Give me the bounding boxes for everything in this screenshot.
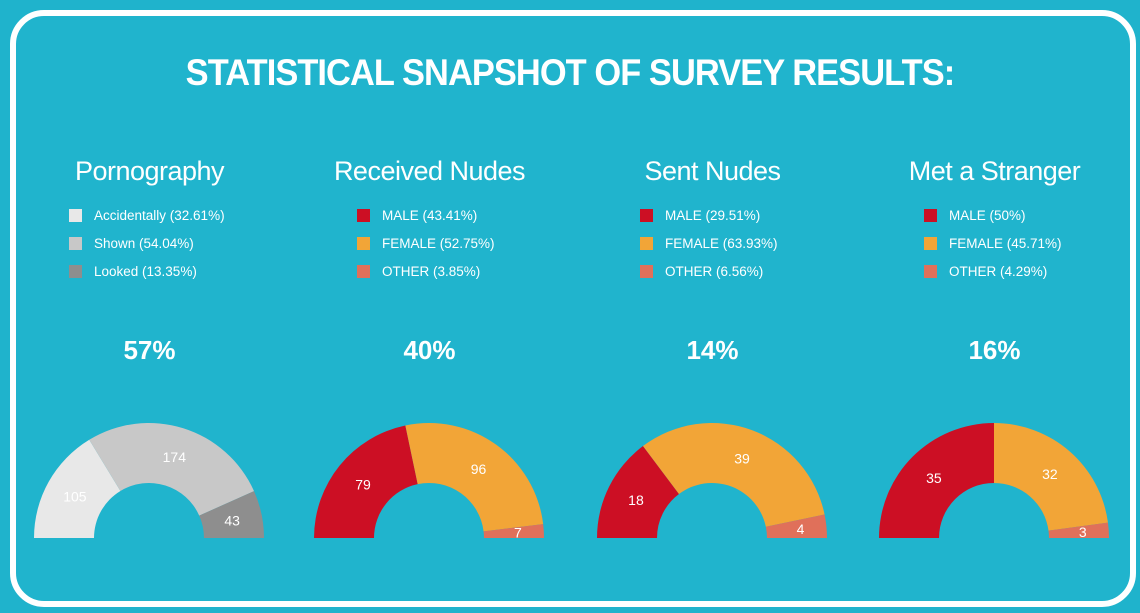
segment-value-label: 4 bbox=[797, 521, 805, 537]
legend-swatch bbox=[357, 208, 370, 222]
donut-segment-male bbox=[314, 425, 418, 538]
chart-legend: MALE (43.41%) FEMALE (52.75%) OTHER (3.85%… bbox=[357, 201, 495, 285]
legend-entry: OTHER (6.56%) bbox=[640, 257, 778, 285]
chart-panel: Received Nudes MALE (43.41%) FEMALE (52.75… bbox=[287, 150, 572, 590]
chart-legend: MALE (29.51%) FEMALE (63.93%) OTHER (6.56%… bbox=[640, 201, 778, 285]
donut-segment-female bbox=[405, 422, 544, 532]
legend-label: OTHER (6.56%) bbox=[665, 263, 764, 279]
legend-entry: FEMALE (63.93%) bbox=[640, 229, 778, 257]
legend-swatch bbox=[640, 208, 653, 222]
legend-label: MALE (50%) bbox=[949, 207, 1026, 223]
donut-segment-other bbox=[765, 514, 827, 538]
legend-label: Accidentally (32.61%) bbox=[94, 207, 225, 223]
legend-swatch bbox=[640, 236, 653, 250]
segment-value-label: 32 bbox=[1042, 466, 1058, 482]
segment-value-label: 96 bbox=[471, 461, 487, 477]
donut-segment-male bbox=[597, 446, 679, 538]
donut-segment-other bbox=[1048, 522, 1109, 538]
chart-title: Received Nudes bbox=[333, 156, 526, 186]
legend-label: FEMALE (45.71%) bbox=[949, 235, 1062, 251]
legend-entry: FEMALE (45.71%) bbox=[924, 229, 1062, 257]
legend-entry: Looked (13.35%) bbox=[69, 257, 225, 285]
segment-value-label: 105 bbox=[63, 488, 87, 504]
chart-title: Met a Stranger bbox=[908, 156, 1081, 186]
half-donut-chart: 79 96 7 bbox=[314, 422, 544, 541]
segment-value-label: 7 bbox=[514, 525, 522, 541]
legend-swatch bbox=[69, 264, 82, 278]
chart-panel: Sent Nudes MALE (29.51%) FEMALE (63.93%) OT… bbox=[570, 150, 855, 590]
donut-segment-male bbox=[879, 423, 994, 538]
legend-label: FEMALE (52.75%) bbox=[382, 235, 495, 251]
legend-label: MALE (43.41%) bbox=[382, 207, 478, 223]
segment-value-label: 3 bbox=[1079, 524, 1087, 540]
legend-swatch bbox=[640, 264, 653, 278]
legend-label: OTHER (4.29%) bbox=[949, 263, 1048, 279]
donut-segment-looked bbox=[199, 491, 264, 538]
donut-segment-female bbox=[994, 423, 1108, 531]
legend-entry: MALE (29.51%) bbox=[640, 201, 778, 229]
legend-swatch bbox=[924, 208, 937, 222]
segment-value-label: 39 bbox=[734, 450, 750, 466]
legend-swatch bbox=[924, 236, 937, 250]
headline-percent: 57% bbox=[123, 335, 176, 365]
chart-legend: MALE (50%) FEMALE (45.71%) OTHER (4.29%) bbox=[924, 201, 1062, 285]
segment-value-label: 79 bbox=[355, 476, 371, 492]
legend-label: Looked (13.35%) bbox=[94, 263, 197, 279]
legend-entry: OTHER (3.85%) bbox=[357, 257, 495, 285]
segment-value-label: 174 bbox=[163, 449, 187, 465]
donut-segment-female bbox=[642, 423, 825, 527]
donut-segment-shown bbox=[89, 422, 255, 516]
chart-title: Sent Nudes bbox=[644, 156, 781, 186]
legend-label: OTHER (3.85%) bbox=[382, 263, 481, 279]
chart-panel: Met a Stranger MALE (50%) FEMALE (45.71%) O… bbox=[852, 150, 1137, 590]
headline-percent: 40% bbox=[403, 335, 456, 365]
page-title: STATISTICAL SNAPSHOT OF SURVEY RESULTS: bbox=[185, 52, 956, 93]
segment-value-label: 35 bbox=[926, 470, 942, 486]
legend-entry: MALE (50%) bbox=[924, 201, 1062, 229]
segment-value-label: 43 bbox=[224, 512, 240, 528]
legend-swatch bbox=[924, 264, 937, 278]
segment-value-label: 18 bbox=[628, 492, 644, 508]
legend-entry: FEMALE (52.75%) bbox=[357, 229, 495, 257]
legend-swatch bbox=[69, 208, 82, 222]
donut-segment-other bbox=[483, 524, 544, 538]
chart-legend: Accidentally (32.61%) Shown (54.04%) Looke… bbox=[69, 201, 225, 285]
donut-segment-accidentally bbox=[34, 439, 121, 538]
legend-entry: Accidentally (32.61%) bbox=[69, 201, 225, 229]
half-donut-chart: 105 174 43 bbox=[34, 422, 264, 538]
legend-entry: OTHER (4.29%) bbox=[924, 257, 1062, 285]
chart-panel: Pornography Accidentally (32.61%) Shown (5… bbox=[7, 150, 292, 590]
headline-percent: 14% bbox=[686, 335, 739, 365]
legend-entry: MALE (43.41%) bbox=[357, 201, 495, 229]
legend-label: Shown (54.04%) bbox=[94, 235, 194, 251]
legend-entry: Shown (54.04%) bbox=[69, 229, 225, 257]
half-donut-chart: 18 39 4 bbox=[597, 423, 827, 538]
legend-label: MALE (29.51%) bbox=[665, 207, 761, 223]
half-donut-chart: 35 32 3 bbox=[879, 423, 1109, 540]
legend-label: FEMALE (63.93%) bbox=[665, 235, 778, 251]
chart-title: Pornography bbox=[74, 156, 225, 186]
legend-swatch bbox=[357, 264, 370, 278]
headline-percent: 16% bbox=[968, 335, 1021, 365]
legend-swatch bbox=[357, 236, 370, 250]
legend-swatch bbox=[69, 236, 82, 250]
